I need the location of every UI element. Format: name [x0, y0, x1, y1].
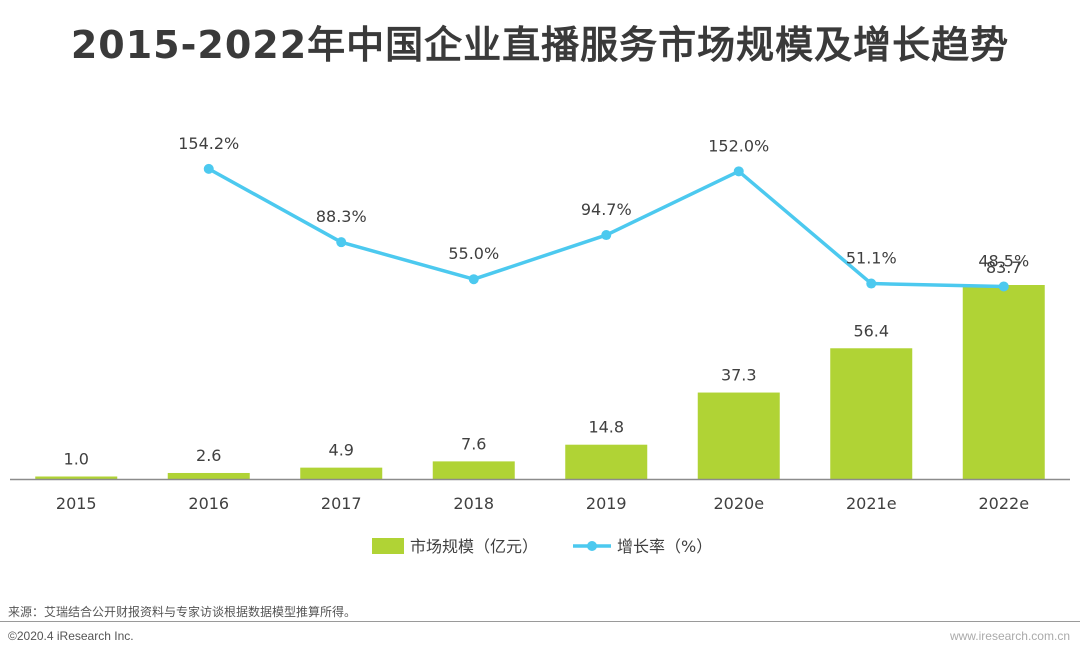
growth-rate-label: 152.0%: [708, 136, 769, 155]
bar-value-label: 1.0: [64, 450, 89, 469]
bar-2017: [300, 467, 383, 479]
growth-point-2022e: [998, 281, 1009, 292]
growth-rate-line: [207, 167, 1004, 289]
x-tick-label: 2020e: [713, 494, 764, 513]
x-tick-label: 2022e: [978, 494, 1029, 513]
growth-point-2018: [468, 274, 479, 285]
growth-point-2021e: [866, 278, 877, 289]
bar-value-label: 14.8: [588, 418, 624, 437]
legend-line-marker: [587, 541, 597, 551]
bar-2022e: [962, 285, 1045, 479]
x-tick-label: 2019: [586, 494, 627, 513]
growth-rate-label: 51.1%: [846, 249, 897, 268]
line-series: 154.2% 88.3% 55.0% 94.7% 152.0% 51.1% 48.5%: [178, 134, 1029, 292]
growth-point-2020e: [733, 166, 744, 177]
chart: 1.0 2.6 4.9 7.614.837.356.483.7 2015 2016 201…: [10, 134, 1070, 556]
growth-rate-label: 48.5%: [978, 251, 1029, 270]
bar-2016: [167, 472, 250, 479]
source-note: 来源：艾瑞结合公开财报资料与专家访谈根据数据模型推算所得。: [8, 605, 357, 619]
bar-series: 1.0 2.6 4.9 7.6 14.8 37.3 56.4 83.7: [35, 258, 1045, 479]
bar-2019: [565, 444, 648, 479]
bar-value-label: 56.4: [853, 321, 889, 340]
legend-bar-label: 市场规模（亿元）: [410, 537, 538, 556]
bar-value-label: 2.6: [196, 446, 221, 465]
growth-rate-label: 94.7%: [581, 200, 632, 219]
bar-value-label: 37.3: [721, 366, 757, 385]
legend: 市场规模（亿元） 增长率（%）: [372, 537, 712, 556]
growth-rate-label: 154.2%: [178, 134, 239, 153]
growth-point-2019: [601, 230, 612, 241]
bar-value-label: 7.6: [461, 434, 486, 453]
footer-divider: [0, 621, 1080, 622]
x-axis: 2015 2016 2017 2018 2019 2020e 2021e 2022e: [10, 478, 1070, 513]
x-tick-label: 2021e: [846, 494, 897, 513]
growth-rate-label: 55.0%: [448, 244, 499, 263]
bar-2015: [35, 476, 118, 479]
site-url: www.iresearch.com.cn: [949, 629, 1070, 643]
legend-line-label: 增长率（%）: [617, 537, 712, 556]
x-tick-label: 2016: [188, 494, 229, 513]
x-tick-label: 2017: [321, 494, 362, 513]
growth-point-2016: [203, 163, 214, 174]
growth-rate-label: 88.3%: [316, 207, 367, 226]
legend-bar-swatch: [372, 538, 404, 554]
x-tick-label: 2018: [453, 494, 494, 513]
bar-2018: [432, 461, 515, 479]
x-tick-label: 2015: [56, 494, 97, 513]
bar-value-label: 4.9: [329, 441, 354, 460]
chart-title: 2015-2022年中国企业直播服务市场规模及增长趋势: [70, 23, 1010, 67]
growth-point-2017: [336, 237, 347, 248]
bar-2020e: [697, 392, 780, 479]
bar-value-label: 83.7: [986, 258, 1022, 277]
bar-2021e: [830, 348, 913, 479]
copyright-text: ©2020.4 iResearch Inc.: [8, 629, 134, 643]
